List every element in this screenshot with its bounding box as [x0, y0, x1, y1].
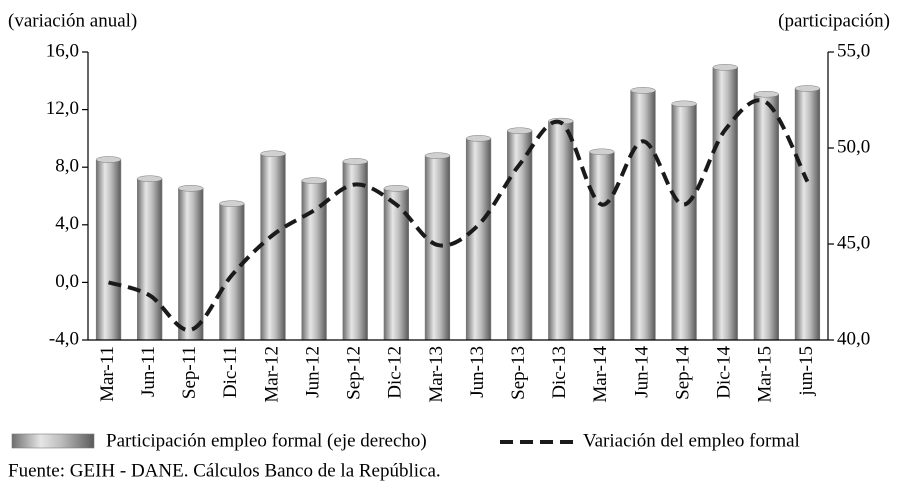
bar — [671, 103, 697, 341]
bar — [548, 120, 574, 341]
bar — [342, 161, 368, 341]
x-tick-label: Mar-14 — [590, 346, 611, 403]
x-tick-label: Jun-13 — [467, 346, 488, 398]
y-tick-label: 16,0 — [46, 40, 79, 61]
source: Fuente: GEIH - DANE. Cálculos Banco de l… — [8, 460, 441, 481]
bar — [137, 178, 163, 341]
x-tick-label: Jun-11 — [138, 346, 159, 397]
bar — [630, 90, 656, 341]
bar — [589, 151, 615, 341]
bar — [753, 93, 779, 341]
bar-top — [342, 158, 368, 165]
x-tick-label: Dic-14 — [714, 346, 735, 399]
x-tick-label: Dic-13 — [549, 346, 570, 399]
bar — [219, 203, 245, 341]
bar — [465, 138, 492, 341]
bar — [95, 159, 122, 341]
y-tick-label: -4,0 — [49, 328, 79, 349]
x-tick-label: jun-15 — [796, 346, 817, 397]
x-tick-label: Jun-12 — [302, 346, 323, 398]
bar-top — [630, 87, 656, 94]
legend-label: Variación del empleo formal — [583, 430, 800, 451]
bar-top — [178, 185, 204, 192]
y-tick-label: 12,0 — [46, 98, 79, 119]
bar — [178, 188, 204, 341]
line — [107, 98, 810, 332]
x-tick-label: Jun-14 — [631, 346, 652, 398]
y2-tick-label: 45,0 — [837, 232, 870, 253]
bar-top — [712, 64, 738, 71]
bar — [712, 67, 738, 341]
y-tick-label: 4,0 — [55, 213, 79, 234]
x-tick-label: Mar-12 — [261, 346, 282, 403]
y-tick-label: 0,0 — [55, 271, 79, 292]
x-tick-label: Sep-12 — [344, 346, 365, 400]
bar-top — [589, 148, 615, 156]
x-tick-label: Mar-11 — [97, 346, 118, 402]
bar-top — [260, 150, 286, 158]
y2-tick-label: 40,0 — [837, 328, 870, 349]
bar — [794, 88, 821, 341]
bar — [260, 153, 286, 341]
y-tick-label: 8,0 — [55, 156, 79, 177]
x-tick-label: Mar-15 — [755, 346, 776, 403]
x-tick-label: Sep-14 — [672, 346, 693, 400]
bar — [383, 188, 409, 341]
bar-top — [95, 156, 122, 163]
bar-top — [753, 90, 779, 98]
x-tick-label: Dic-12 — [385, 346, 406, 399]
bar-top — [671, 100, 697, 108]
bar-top — [219, 200, 245, 207]
legend-label: Participación empleo formal (eje derecho… — [106, 430, 427, 451]
bar-top — [794, 85, 821, 92]
x-tick-label: Sep-13 — [508, 346, 529, 400]
y2-axis-label: (participación) — [778, 10, 890, 31]
bar-top — [424, 152, 451, 159]
bar-top — [383, 185, 409, 192]
bar-top — [465, 135, 492, 142]
x-tick-label: Sep-11 — [179, 346, 200, 399]
y-axis-label: (variación anual) — [8, 10, 137, 31]
bar-top — [137, 175, 163, 182]
legend-bar-icon — [11, 433, 95, 449]
bar — [424, 155, 451, 341]
x-tick-label: Dic-11 — [220, 346, 241, 398]
y2-tick-label: 50,0 — [837, 136, 870, 157]
x-tick-label: Mar-13 — [426, 346, 447, 403]
bar-top — [507, 127, 533, 134]
bar-top — [301, 177, 327, 184]
y2-tick-label: 55,0 — [837, 40, 870, 61]
